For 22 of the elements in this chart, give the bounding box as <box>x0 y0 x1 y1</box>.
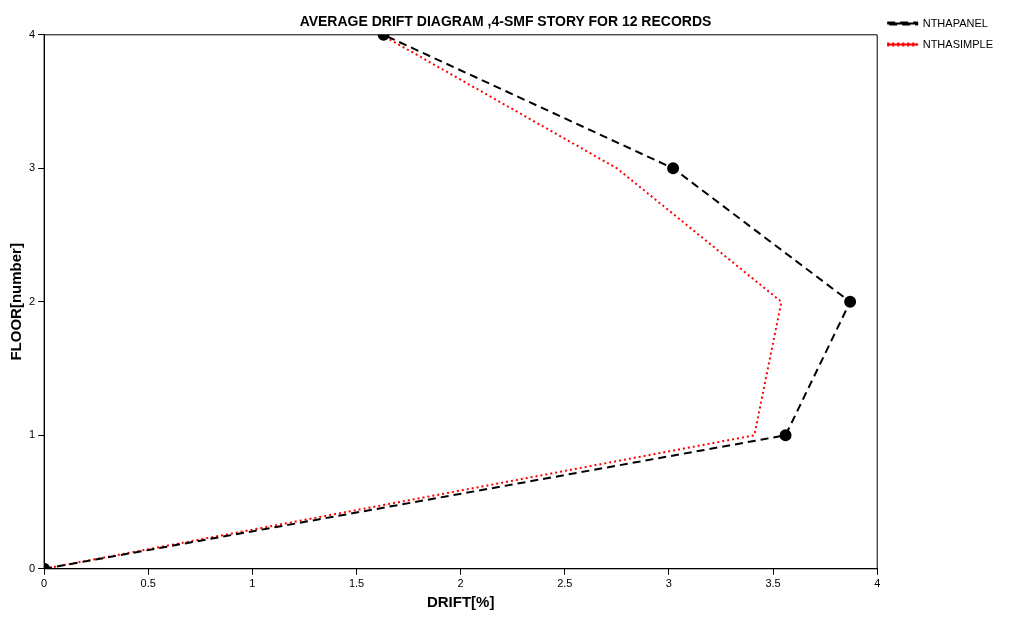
y-axis-title: FLOOR[number] <box>7 243 25 361</box>
x-tick-label: 2 <box>457 577 464 590</box>
chart-title: AVERAGE DRIFT DIAGRAM ,4-SMF STORY FOR 12 RECORDS <box>299 13 712 30</box>
y-tick-label: 3 <box>28 161 36 174</box>
legend-label: NTHAPANEL <box>922 16 988 29</box>
x-tick-label: 1 <box>249 577 256 590</box>
legend-label: NTHASIMPLE <box>922 37 994 50</box>
x-tick-label: 0.5 <box>140 577 156 590</box>
point <box>779 429 792 442</box>
x-axis-title: DRIFT[%] <box>426 593 495 611</box>
x-tick-label: 4 <box>874 577 881 590</box>
point <box>844 295 857 308</box>
x-tick-label: 3 <box>665 577 672 590</box>
y-tick-label: 2 <box>28 294 36 307</box>
y-tick-label: 1 <box>28 428 36 441</box>
x-tick-label: 1.5 <box>348 577 365 590</box>
x-tick-label: 0 <box>41 577 48 590</box>
x-tick-label: 2.5 <box>557 577 573 590</box>
y-tick-label: 0 <box>28 561 36 574</box>
x-tick-label: 3.5 <box>765 577 781 590</box>
y-tick-label: 4 <box>28 27 36 40</box>
point <box>667 162 680 175</box>
